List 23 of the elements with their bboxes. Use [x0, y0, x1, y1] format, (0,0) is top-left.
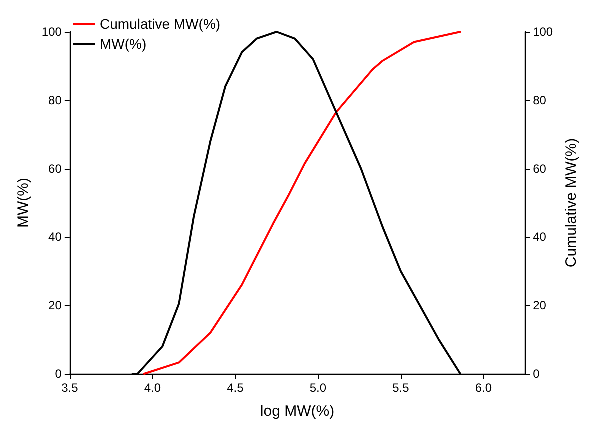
y-axis-title: MW(%)	[15, 178, 32, 228]
y2-tick-label: 0	[533, 367, 540, 381]
y2-tick-label: 100	[533, 25, 554, 39]
x-tick-label: 4.0	[144, 381, 162, 395]
y-tick-label: 20	[48, 298, 62, 313]
y-tick-label: 100	[42, 25, 62, 39]
y-tick-label: 0	[55, 367, 62, 381]
x-axis-title: log MW(%)	[260, 403, 335, 420]
y2-axis-title: Cumulative MW(%)	[563, 138, 580, 268]
x-tick-label: 3.5	[62, 381, 79, 395]
y2-tick-label: 60	[533, 162, 547, 176]
x-tick-label: 5.0	[310, 381, 327, 395]
y2-tick-label: 20	[533, 298, 547, 313]
y-tick-label: 80	[48, 93, 62, 108]
x-tick-label: 5.5	[392, 381, 410, 395]
y-tick-label: 60	[48, 162, 62, 176]
x-tick-label: 4.5	[227, 381, 244, 395]
legend-label: Cumulative MW(%)	[100, 16, 221, 32]
x-tick-label: 6.0	[475, 381, 492, 395]
y2-tick-label: 80	[533, 93, 547, 108]
y-tick-label: 40	[48, 230, 62, 244]
legend-label: MW(%)	[100, 36, 147, 52]
y2-tick-label: 40	[533, 230, 547, 244]
